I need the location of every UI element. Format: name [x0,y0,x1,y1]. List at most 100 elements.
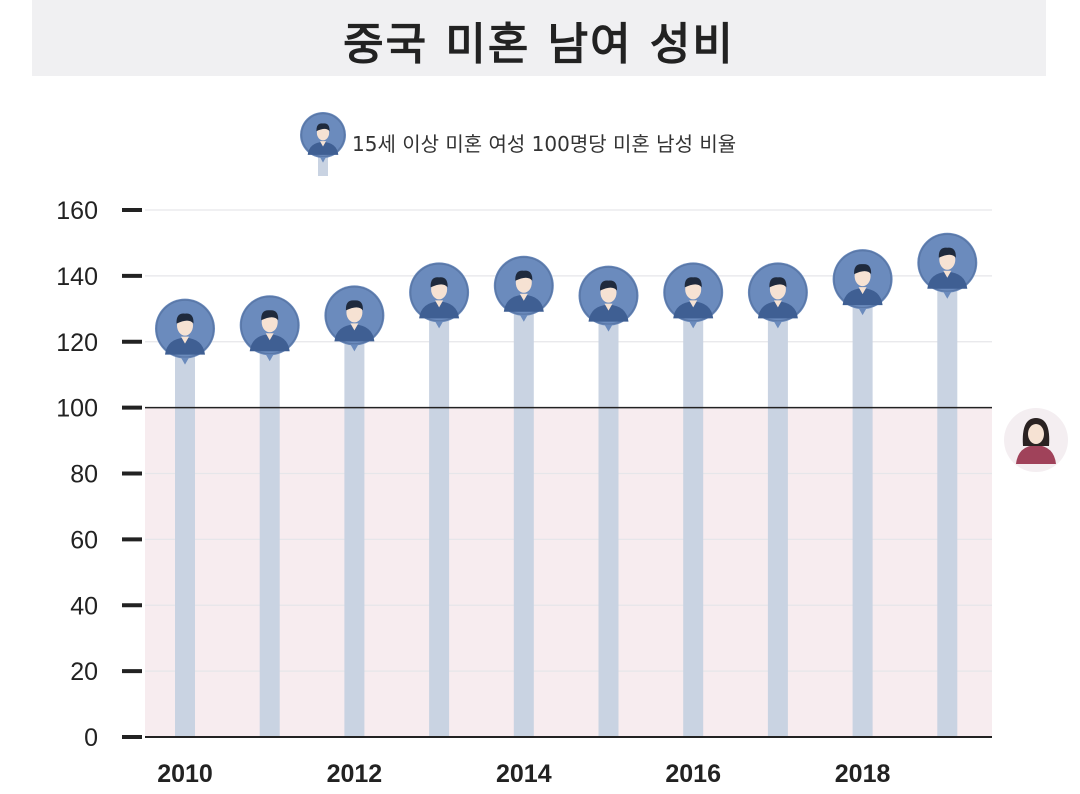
legend-avatar [300,112,346,163]
avatar-hair [261,310,279,321]
legend-label: 15세 이상 미혼 여성 100명당 미혼 남성 비율 [352,132,737,156]
avatar-shoulders [419,301,460,319]
bar-avatar-icon [493,255,554,322]
bar-stem [852,279,873,737]
avatar-ring [748,263,808,322]
x-tick-label: 2014 [496,760,552,788]
y-tick-label: 20 [70,658,98,686]
avatar-collar [181,336,189,344]
avatar-shoulders [249,334,290,352]
avatar-shoulders [588,304,629,322]
bar-avatar-icon [917,232,978,299]
avatar-hair [345,300,363,311]
x-tick-label: 2016 [665,760,721,788]
bar-avatar-icon [663,262,724,329]
avatar-ring [918,233,977,292]
y-tick-label: 120 [56,329,98,357]
avatar-pointer [350,344,359,352]
bar-stem [429,292,450,737]
bar-stem [767,292,788,737]
female-face [1028,424,1044,444]
avatar-ring [325,286,384,345]
avatar-collar [319,141,327,147]
x-axis: 2010 2012 2014 2016 2018 [157,760,890,788]
avatar-ring [300,112,346,158]
avatar-pointer [689,321,698,329]
avatar-pointer [773,321,782,329]
y-tick-label: 0 [84,724,98,752]
y-tick-label: 140 [56,263,98,291]
male-avatar-icon [300,112,346,176]
bar-avatar-icon [409,262,470,329]
avatar-pointer [181,357,189,365]
female-avatar-icon [1004,408,1068,472]
bar-stem [259,325,280,737]
avatar-ring [579,266,638,325]
y-tick-label: 100 [56,395,98,423]
avatar-hair [684,277,702,288]
y-tick-label: 60 [70,526,98,554]
avatar-ring [409,263,469,322]
bar-stem [937,262,958,737]
avatar-collar [519,293,528,301]
title-bar: 중국 미혼 남여 성비 [32,0,1046,76]
bar-stem [683,292,704,737]
bar-avatar-icon [324,285,385,352]
avatar-pointer [265,354,274,362]
bars [155,232,978,737]
avatar-pointer [519,314,528,322]
x-tick-label: 2012 [327,760,383,788]
avatar-pointer [858,308,867,316]
avatar-shoulders [673,301,714,319]
avatar-ring [494,256,554,316]
avatar-shoulders [842,288,883,306]
avatar-ring [663,263,723,322]
avatar-shoulders [927,271,968,289]
avatar-shoulders [165,337,205,355]
avatar-collar [604,303,613,311]
bar-avatar-icon [155,298,215,365]
avatar-pointer [319,157,327,163]
avatar-pointer [604,324,613,332]
avatar-pointer [435,321,444,329]
avatar-collar [265,333,274,341]
below-reference-band [145,407,992,737]
avatar-hair [316,123,330,132]
avatar-collar [858,287,867,295]
avatar-collar [689,300,698,308]
x-tick-label: 2010 [157,760,213,788]
female-shoulders [1016,445,1056,464]
bar-avatar-icon [239,295,300,362]
y-axis: 0 20 40 60 80 100 120 140 160 [56,197,142,752]
y-tick-label: 160 [56,197,98,225]
avatar-collar [350,323,359,331]
chart-title: 중국 미혼 남여 성비 [343,19,735,70]
bar-stem [598,295,619,737]
y-tick-label: 80 [70,461,98,489]
legend-stem [318,150,328,176]
avatar-ring [155,299,215,358]
avatar-collar [435,300,444,308]
avatar-hair [515,270,533,281]
avatar-collar [773,300,782,308]
bar-avatar-icon [747,262,808,329]
bar-stem [344,315,365,737]
avatar-ring [240,296,299,355]
avatar-hair [430,277,448,288]
bar-stem [513,285,534,737]
avatar-shoulders [307,141,339,155]
bar-avatar-icon [578,265,639,332]
avatar-hair [599,280,618,291]
avatar-pointer [943,291,952,299]
avatar-collar [943,270,952,278]
avatar-hair [938,247,956,258]
avatar-hair [176,313,194,324]
x-tick-label: 2018 [835,760,891,788]
bar-stem [175,328,195,737]
avatar-hair [769,277,787,288]
avatar-ring [833,249,892,309]
y-tick-label: 40 [70,592,98,620]
avatar-shoulders [334,324,375,342]
avatar-shoulders [503,294,544,312]
